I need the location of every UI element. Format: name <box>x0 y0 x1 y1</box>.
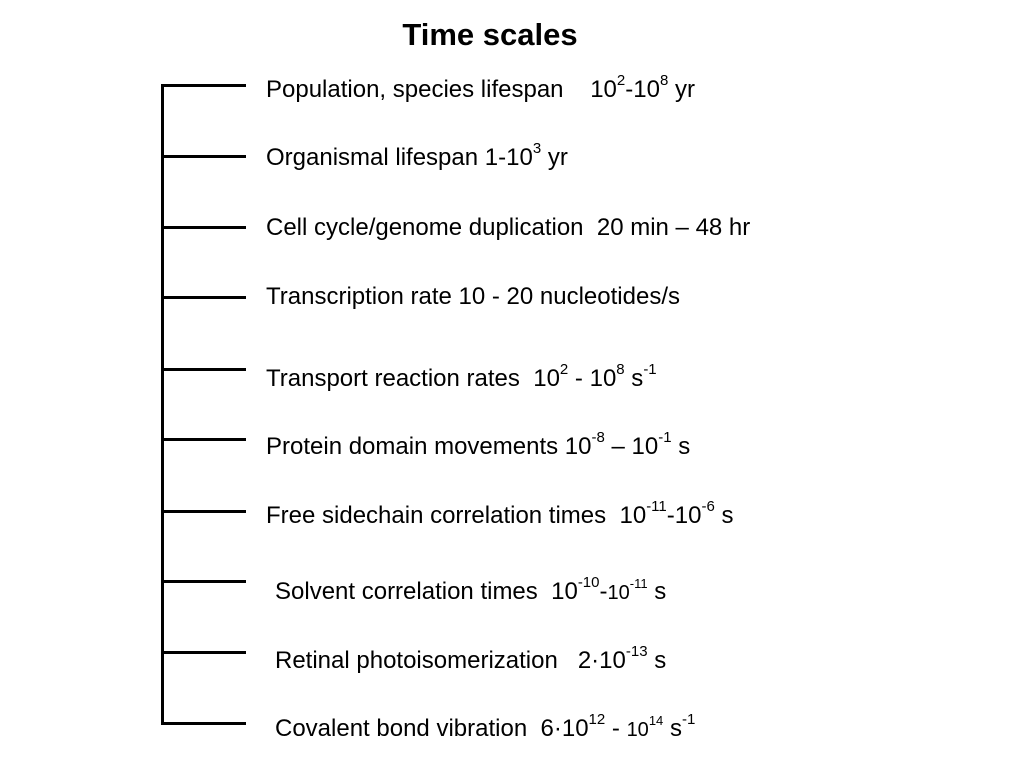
page-title: Time scales <box>402 17 578 52</box>
entry-superscript: -1 <box>643 361 657 378</box>
entry-text: - <box>599 578 608 605</box>
entry-superscript: 14 <box>648 713 664 729</box>
timeline-tick <box>161 438 246 441</box>
entry-superscript: 2 <box>616 72 626 89</box>
entry-superscript: 3 <box>532 140 542 157</box>
entry-superscript: -13 <box>625 643 648 660</box>
entry-superscript: -1 <box>658 429 672 446</box>
entry-text: s <box>663 715 682 742</box>
entry-superscript: -8 <box>591 429 605 446</box>
entry-superscript-wrap: -11 <box>630 576 648 604</box>
timeline-axis <box>161 84 164 725</box>
entry-text: s <box>671 433 691 460</box>
entry-text: s <box>624 365 644 392</box>
entry-text: Population, species lifespan 10 <box>266 76 617 103</box>
timeline-tick <box>161 722 246 725</box>
timeline-tick <box>161 580 246 583</box>
timeline-tick <box>161 368 246 371</box>
entry-text: yr <box>541 144 568 171</box>
timescale-population: Population, species lifespan 102-108 yr <box>266 69 695 105</box>
entry-text: Retinal photoisomerization 2·10 <box>275 647 626 674</box>
entry-text: Cell cycle/genome duplication 20 min – 4… <box>266 214 751 241</box>
entry-text: Solvent correlation times 10 <box>275 578 578 605</box>
entry-text: - <box>605 715 627 742</box>
entry-text: - 10 <box>568 365 617 392</box>
entry-text: 10 <box>626 719 649 741</box>
entry-superscript: 2 <box>559 361 569 378</box>
timeline-tick <box>161 155 246 158</box>
timeline-tick <box>161 84 246 87</box>
timeline-tick <box>161 226 246 229</box>
entry-superscript: 8 <box>616 361 625 378</box>
timeline-tick <box>161 296 246 299</box>
entry-text: 10 <box>607 582 630 604</box>
entry-text: Protein domain movements 10 <box>266 433 592 460</box>
timescale-transport: Transport reaction rates 102 - 108 s-1 <box>266 358 657 394</box>
entry-text: s <box>714 502 734 529</box>
timescale-retinal: Retinal photoisomerization 2·10-13 s <box>275 640 666 676</box>
entry-text: s <box>647 578 667 605</box>
entry-superscript: -6 <box>701 498 715 515</box>
entry-text: Organismal lifespan 1-10 <box>266 144 533 171</box>
entry-text: Transport reaction rates 10 <box>266 365 560 392</box>
entry-superscript: -11 <box>646 498 667 515</box>
entry-text: s <box>647 647 667 674</box>
timescale-sidechain: Free sidechain correlation times 10-11-1… <box>266 495 733 531</box>
entry-text: -10 <box>666 502 702 529</box>
entry-text: Free sidechain correlation times 10 <box>266 502 647 529</box>
entry-text: -10 <box>625 76 660 103</box>
timeline-tick <box>161 510 246 513</box>
timeline-tick <box>161 651 246 654</box>
timescale-solvent: Solvent correlation times 10-10-10-11 s <box>275 571 666 608</box>
entry-superscript: -11 <box>629 576 648 592</box>
timescale-cell-cycle: Cell cycle/genome duplication 20 min – 4… <box>266 213 750 243</box>
entry-text: yr <box>668 76 695 103</box>
timescale-organismal: Organismal lifespan 1-103 yr <box>266 137 568 173</box>
entry-superscript: -1 <box>681 711 696 728</box>
entry-superscript-wrap: 14 <box>649 713 663 741</box>
timescale-protein-domain: Protein domain movements 10-8 – 10-1 s <box>266 426 690 462</box>
entry-superscript: 12 <box>588 711 606 728</box>
entry-text: Transcription rate 10 - 20 nucleotides/s <box>266 283 680 310</box>
entry-superscript: 8 <box>659 72 669 89</box>
timescale-covalent-bond: Covalent bond vibration 6·1012 - 1014 s-… <box>275 708 695 745</box>
timescale-transcription: Transcription rate 10 - 20 nucleotides/s <box>266 282 680 312</box>
entry-text: Covalent bond vibration 6·10 <box>275 715 589 742</box>
entry-text: – 10 <box>604 433 659 460</box>
entry-superscript: -10 <box>577 574 600 591</box>
